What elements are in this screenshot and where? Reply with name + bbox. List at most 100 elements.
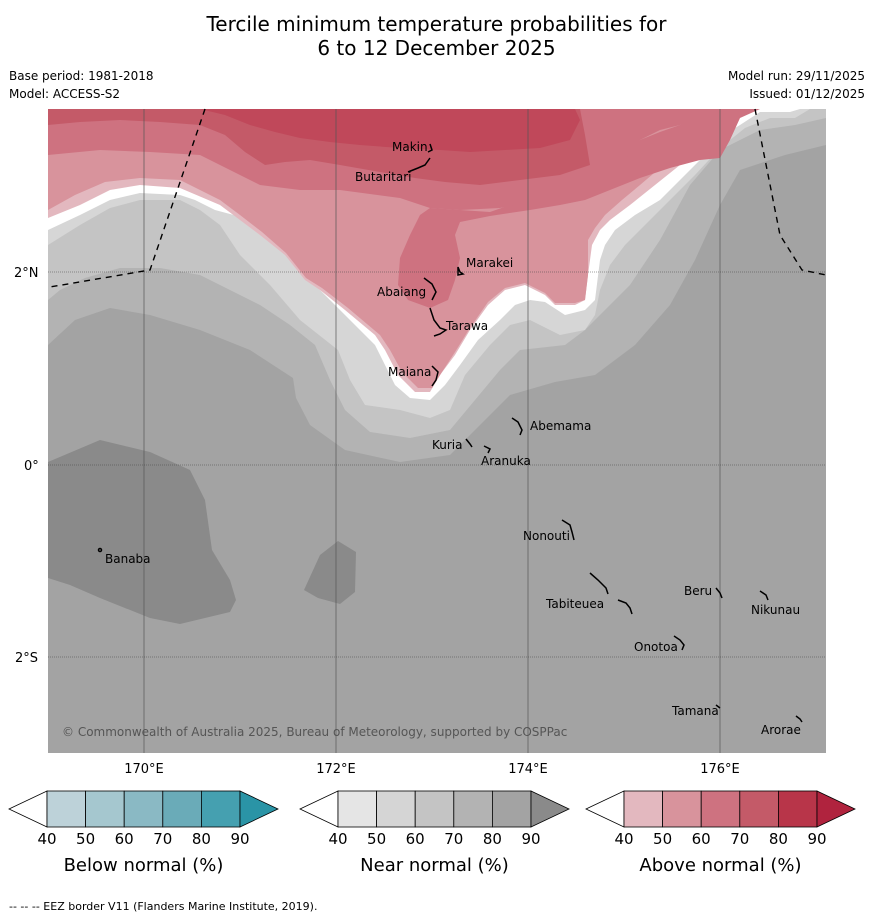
islands [97,143,803,723]
issued-date: Issued: 01/12/2025 [749,87,865,101]
colorbar-near-tick: 80 [483,830,502,848]
colorbar-below: 40 50 60 70 80 90 Below normal (%) [8,790,279,876]
base-period: Base period: 1981-2018 [9,69,154,83]
meta-right: Model run: 29/11/2025 Issued: 01/12/2025 [728,68,865,102]
title-line-2: 6 to 12 December 2025 [317,36,556,60]
lon-label-170: 170°E [124,762,164,777]
colorbar-near-tick: 70 [444,830,463,848]
lon-axis-labels: 170°E 172°E 174°E 176°E [124,762,740,777]
colorbar-above-segment [700,790,741,828]
colorbar-near-segment [376,790,416,828]
colorbar-near-tick: 40 [328,830,347,848]
colorbar-above-max-arrow [816,790,856,828]
colorbar-near-tick: 60 [406,830,425,848]
island-tabiteuea [589,572,633,615]
colorbar-near-segment [453,790,493,828]
colorbar-near: 40 50 60 70 80 90 Near normal (%) [299,790,570,876]
colorbar-above-segment [662,790,702,828]
colorbar-above-tick: 80 [769,830,788,848]
map-title: Tercile minimum temperature probabilitie… [0,12,873,60]
colorbar-below-segment [162,790,202,828]
above-normal-75-area [48,109,580,152]
island-makin [427,143,433,153]
island-maiana [431,365,439,387]
lon-label-172: 172°E [316,762,356,777]
model-name: Model: ACCESS-S2 [9,87,121,101]
colorbar-above-min-arrow [585,790,625,828]
island-tarawa [429,307,448,337]
label-nikunau: Nikunau [751,603,800,617]
colorbar-above-tick: 40 [614,830,633,848]
eez-footer: -- -- -- EEZ border V11 (Flanders Marine… [9,900,318,913]
label-arorae: Arorae [761,723,801,737]
colorbar-above-segment [739,790,779,828]
label-beru: Beru [684,584,712,598]
island-abaiang [423,277,437,301]
above-normal-60-area [48,109,760,308]
island-kuria [465,438,473,448]
label-tabiteuea: Tabiteuea [545,597,604,611]
colorbar-below-segment [85,790,125,828]
colorbar-near-segment [337,790,377,828]
place-labels: Makin Butaritari Marakei Abaiang Tarawa … [105,140,801,737]
model-run: Model run: 29/11/2025 [727,69,865,83]
island-arorae [795,715,803,723]
label-makin: Makin [392,140,428,154]
island-butaritari [407,157,431,173]
lat-label-0: 0° [24,459,39,474]
near-normal-80-area [48,440,236,624]
lat-gridlines [48,271,826,658]
copyright-text: © Commonwealth of Australia 2025, Bureau… [62,725,567,739]
island-aranuka [483,445,492,454]
colorbar-above-segment [778,790,818,828]
probability-map: Makin Butaritari Marakei Abaiang Tarawa … [14,108,827,777]
colorbar-below-segment [123,790,164,828]
colorbar-below-segment [46,790,86,828]
label-aranuka: Aranuka [481,454,531,468]
colorbar-below-label: Below normal (%) [64,855,224,876]
island-nikunau [759,590,769,601]
colorbar-near-tick: 50 [367,830,386,848]
lon-label-176: 176°E [700,762,740,777]
colorbar-below-tick: 80 [192,830,211,848]
near-normal-80-patch [304,541,356,604]
colorbar-below-min-arrow [8,790,48,828]
label-abemama: Abemama [530,419,591,433]
colorbar-above-tick: 70 [730,830,749,848]
colorbar-above-tick: 60 [692,830,711,848]
colorbar-near-min-arrow [299,790,339,828]
gridlines [143,109,721,753]
island-nonouti [561,519,575,541]
colorbar-below-tick: 90 [230,830,249,848]
label-onotoa: Onotoa [634,640,678,654]
colorbar-near-segment [414,790,455,828]
label-tarawa: Tarawa [445,319,488,333]
colorbar-above: 40 50 60 70 80 90 Above normal (%) [585,790,856,876]
colorbar-below-max-arrow [239,790,279,828]
island-marakei [457,266,465,276]
colorbar-below-tick: 50 [76,830,95,848]
colorbar-near-max-arrow [530,790,570,828]
meta-left: Base period: 1981-2018 Model: ACCESS-S2 [9,68,154,102]
colorbar-above-tick: 90 [807,830,826,848]
colorbar-near-tick: 90 [521,830,540,848]
lat-label-2n: 2°N [14,266,39,281]
eez-border [49,108,827,288]
label-tamana: Tamana [671,704,719,718]
label-butaritari: Butaritari [355,170,412,184]
colorbar-below-tick: 70 [153,830,172,848]
colorbar-above-tick: 50 [653,830,672,848]
label-abaiang: Abaiang [377,285,426,299]
title-line-1: Tercile minimum temperature probabilitie… [206,12,667,36]
island-banaba [97,547,103,553]
lat-axis-labels: 2°N 0° 2°S [14,266,39,666]
label-kuria: Kuria [432,438,463,452]
colorbar-below-segment [200,790,241,828]
map-fill [48,109,826,753]
colorbar-below-tick: 40 [37,830,56,848]
colorbar-near-segment [491,790,532,828]
lon-label-174: 174°E [508,762,548,777]
colorbar-below-tick: 60 [115,830,134,848]
island-abemama [511,417,523,436]
island-tamana [715,704,721,709]
